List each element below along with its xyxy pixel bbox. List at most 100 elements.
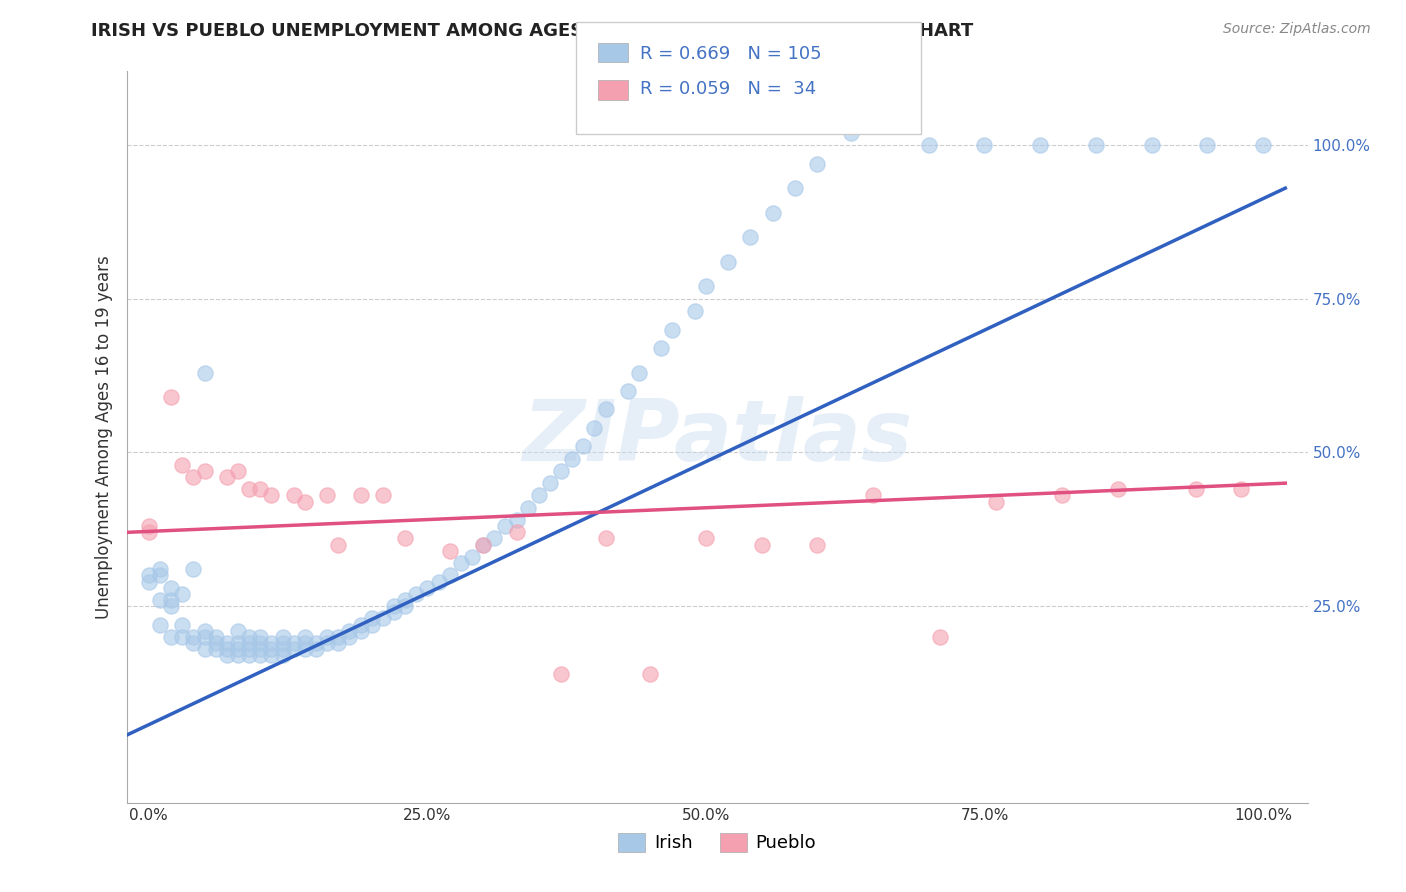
Point — [193, 464, 215, 478]
Point — [783, 181, 806, 195]
Point — [617, 384, 640, 398]
Point — [550, 464, 572, 478]
Point — [1185, 483, 1208, 497]
Point — [238, 642, 260, 657]
Point — [271, 648, 294, 663]
Point — [249, 483, 271, 497]
Point — [661, 322, 683, 336]
Point — [472, 538, 495, 552]
Point — [226, 648, 249, 663]
Point — [305, 642, 328, 657]
Point — [271, 630, 294, 644]
Legend: Irish, Pueblo: Irish, Pueblo — [610, 826, 824, 860]
Point — [149, 593, 172, 607]
Point — [638, 666, 661, 681]
Point — [1140, 138, 1163, 153]
Point — [138, 525, 160, 540]
Point — [138, 568, 160, 582]
Point — [215, 470, 238, 484]
Point — [160, 593, 183, 607]
Point — [215, 648, 238, 663]
Point — [260, 642, 283, 657]
Point — [316, 630, 339, 644]
Point — [172, 630, 194, 644]
Point — [918, 138, 941, 153]
Point — [1197, 138, 1219, 153]
Point — [183, 636, 205, 650]
Point — [149, 562, 172, 576]
Point — [1107, 483, 1129, 497]
Point — [337, 630, 360, 644]
Point — [1229, 483, 1251, 497]
Point — [360, 617, 382, 632]
Point — [149, 617, 172, 632]
Point — [283, 636, 305, 650]
Point — [595, 402, 617, 417]
Point — [427, 574, 450, 589]
Point — [382, 605, 405, 619]
Point — [238, 648, 260, 663]
Point — [249, 636, 271, 650]
Point — [416, 581, 439, 595]
Point — [160, 630, 183, 644]
Point — [538, 476, 561, 491]
Point — [226, 464, 249, 478]
Text: R = 0.059   N =  34: R = 0.059 N = 34 — [640, 80, 815, 98]
Point — [193, 366, 215, 380]
Point — [193, 630, 215, 644]
Point — [172, 458, 194, 472]
Point — [439, 568, 461, 582]
Point — [806, 538, 828, 552]
Point — [260, 648, 283, 663]
Point — [394, 593, 416, 607]
Point — [717, 255, 740, 269]
Point — [371, 611, 394, 625]
Point — [160, 599, 183, 613]
Point — [751, 538, 773, 552]
Point — [238, 636, 260, 650]
Point — [561, 451, 583, 466]
Point — [505, 525, 527, 540]
Point — [572, 439, 595, 453]
Point — [394, 599, 416, 613]
Point — [484, 532, 506, 546]
Point — [984, 494, 1007, 508]
Point — [349, 624, 371, 638]
Point — [973, 138, 995, 153]
Point — [683, 304, 706, 318]
Point — [226, 624, 249, 638]
Point — [928, 630, 950, 644]
Point — [360, 611, 382, 625]
Point — [183, 630, 205, 644]
Text: Source: ZipAtlas.com: Source: ZipAtlas.com — [1223, 22, 1371, 37]
Point — [328, 630, 350, 644]
Point — [328, 538, 350, 552]
Point — [149, 568, 172, 582]
Point — [1029, 138, 1052, 153]
Point — [260, 636, 283, 650]
Point — [349, 617, 371, 632]
Point — [650, 341, 672, 355]
Point — [873, 113, 896, 128]
Point — [283, 488, 305, 502]
Point — [215, 642, 238, 657]
Point — [294, 494, 316, 508]
Point — [806, 156, 828, 170]
Point — [405, 587, 427, 601]
Point — [238, 630, 260, 644]
Point — [238, 483, 260, 497]
Point — [193, 624, 215, 638]
Point — [371, 488, 394, 502]
Point — [695, 279, 717, 293]
Point — [294, 636, 316, 650]
Point — [595, 532, 617, 546]
Point — [160, 581, 183, 595]
Point — [628, 366, 651, 380]
Point — [283, 642, 305, 657]
Point — [439, 543, 461, 558]
Point — [328, 636, 350, 650]
Point — [349, 488, 371, 502]
Point — [527, 488, 550, 502]
Point — [260, 488, 283, 502]
Point — [305, 636, 328, 650]
